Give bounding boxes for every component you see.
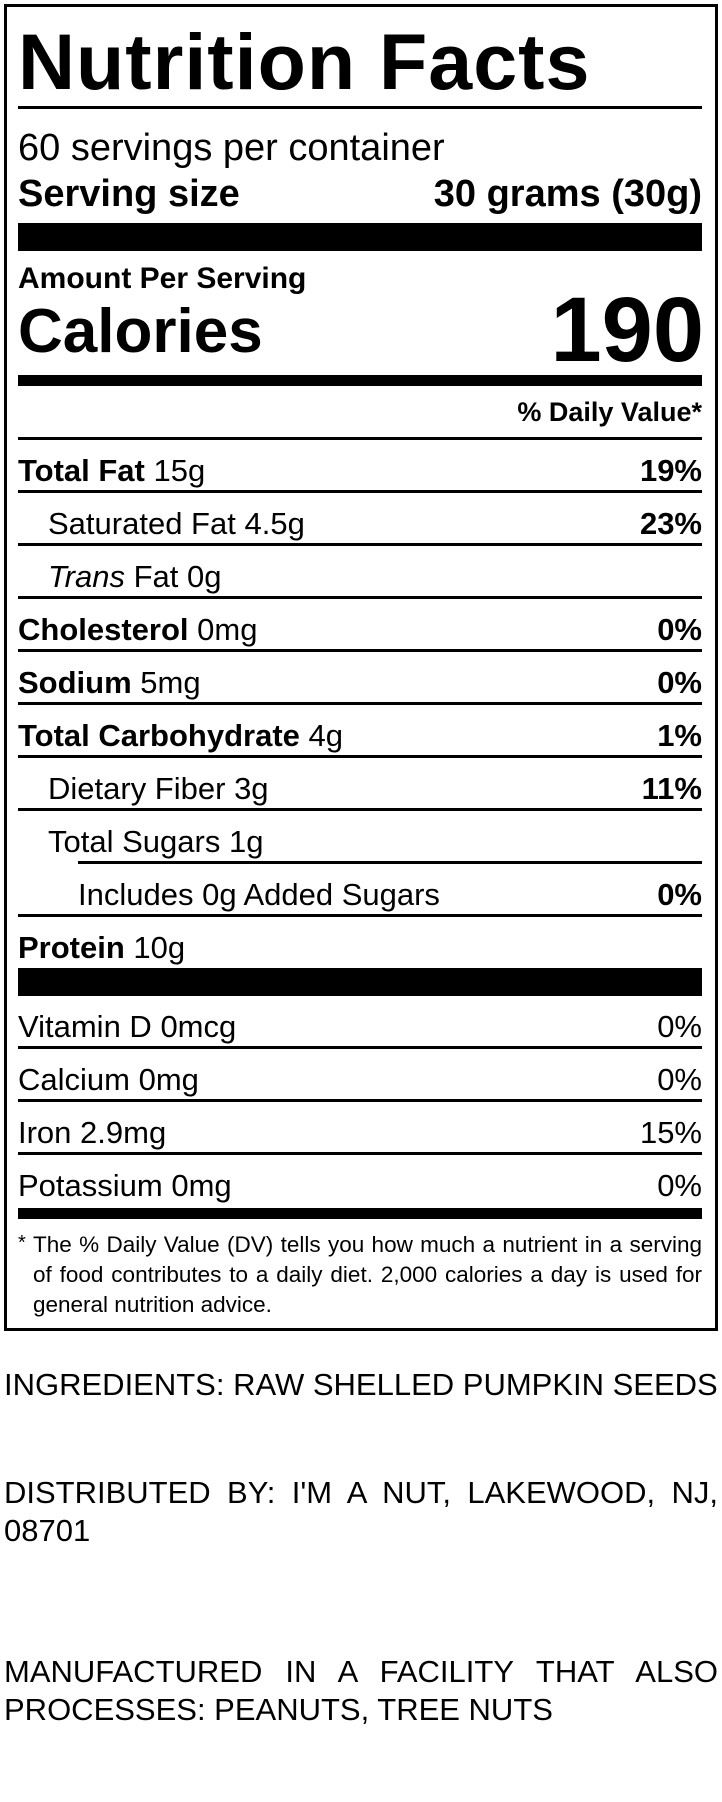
nutrient-name: Saturated Fat 4.5g <box>48 506 305 542</box>
vitamin-label: Calcium <box>18 1062 130 1097</box>
nutrient-amount: 15g <box>153 453 206 488</box>
ingredients: INGREDIENTS: RAW SHELLED PUMPKIN SEEDS <box>4 1367 718 1402</box>
vitamin-name: Calcium 0mg <box>18 1062 199 1098</box>
nutrient-name: Total Fat 15g <box>18 453 205 489</box>
vitamin-name: Iron 2.9mg <box>18 1115 166 1151</box>
nutrient-name: Dietary Fiber 3g <box>48 771 269 807</box>
vitamin-row: Vitamin D 0mcg 0% <box>18 996 702 1049</box>
nutrient-row: Protein 10g <box>18 917 702 970</box>
vitamin-daily-value: 15% <box>639 1115 702 1150</box>
footnote: The % Daily Value (DV) tells you how muc… <box>33 1232 702 1317</box>
vitamin-daily-value: 0% <box>657 1009 702 1044</box>
nutrient-label: Total Fat <box>18 453 145 488</box>
nutrient-amount: 4g <box>308 718 344 753</box>
vitamin-label: Potassium <box>18 1168 163 1203</box>
vitamin-daily-value: 0% <box>657 1168 702 1203</box>
nutrient-row: Trans Fat 0g <box>18 546 702 599</box>
vitamin-amount: 0mg <box>171 1168 232 1203</box>
vitamin-amount: 2.9mg <box>80 1115 167 1150</box>
vitamin-name: Potassium 0mg <box>18 1168 232 1204</box>
medium-bar <box>18 375 702 386</box>
nutrient-label: Trans <box>48 559 125 594</box>
vitamin-amount: 0mcg <box>160 1009 237 1044</box>
nutrient-label: Total Carbohydrate <box>18 718 300 753</box>
nutrient-daily-value: 1% <box>657 718 702 753</box>
nutrient-daily-value: 0% <box>657 612 702 647</box>
serving-size-label: Serving size <box>18 173 240 215</box>
header-rule <box>18 437 702 440</box>
nutrient-name: Total Sugars 1g <box>48 824 263 860</box>
calories-label: Calories <box>18 297 263 366</box>
added-sugars-rule <box>78 861 702 864</box>
nutrient-label: Saturated Fat <box>48 506 236 541</box>
nutrient-amount: 1g <box>228 824 264 859</box>
nutrient-row: Total Sugars 1g <box>18 811 702 864</box>
calories-value: 190 <box>550 279 705 381</box>
servings-per-container: 60 servings per container <box>18 127 445 169</box>
nutrient-row: Sodium 5mg 0% <box>18 652 702 705</box>
vitamin-daily-value: 0% <box>657 1062 702 1097</box>
thick-bar-vitamins <box>18 968 702 996</box>
vitamin-row: Calcium 0mg 0% <box>18 1049 702 1102</box>
footnote-mark: * <box>18 1232 26 1254</box>
nutrient-label: Sodium <box>18 665 132 700</box>
nutrient-daily-value: 0% <box>657 877 702 912</box>
nutrient-label: Dietary Fiber <box>48 771 226 806</box>
nutrient-name: Protein 10g <box>18 930 185 966</box>
nutrient-daily-value: 19% <box>639 453 702 488</box>
vitamin-label: Vitamin D <box>18 1009 152 1044</box>
label-title: Nutrition Facts <box>18 17 591 106</box>
vitamin-name: Vitamin D 0mcg <box>18 1009 236 1045</box>
nutrient-row: Includes 0g Added Sugars 0% <box>18 864 702 917</box>
nutrient-label: Includes 0g Added Sugars <box>78 877 440 912</box>
medium-bar-footnote <box>18 1208 702 1219</box>
nutrient-amount: 3g <box>234 771 269 806</box>
nutrient-amount: 0mg <box>197 612 258 647</box>
vitamin-row: Potassium 0mg 0% <box>18 1155 702 1208</box>
nutrient-daily-value: 23% <box>639 506 702 541</box>
nutrient-name: Cholesterol 0mg <box>18 612 257 648</box>
nutrient-label-suffix: Fat <box>133 559 179 594</box>
nutrient-amount: 0g <box>187 559 222 594</box>
nutrient-name: Trans Fat 0g <box>48 559 221 595</box>
vitamin-label: Iron <box>18 1115 72 1150</box>
nutrient-row: Saturated Fat 4.5g 23% <box>18 493 702 546</box>
nutrient-label: Cholesterol <box>18 612 189 647</box>
nutrition-facts-label <box>4 4 718 1331</box>
vitamin-row: Iron 2.9mg 15% <box>18 1102 702 1155</box>
nutrient-name: Total Carbohydrate 4g <box>18 718 343 754</box>
amount-per-serving: Amount Per Serving <box>18 262 307 295</box>
nutrient-daily-value: 11% <box>641 771 702 806</box>
allergen-statement: MANUFACTURED IN A FACILITY THAT ALSO PRO… <box>4 1654 718 1727</box>
nutrient-label: Total Sugars <box>48 824 221 859</box>
distributor: DISTRIBUTED BY: I'M A NUT, LAKEWOOD, NJ,… <box>4 1475 718 1548</box>
nutrient-amount: 4.5g <box>244 506 305 541</box>
nutrient-name: Includes 0g Added Sugars <box>78 877 440 913</box>
nutrient-amount: 5mg <box>140 665 201 700</box>
nutrient-name: Sodium 5mg <box>18 665 201 701</box>
daily-value-header: % Daily Value* <box>517 397 702 427</box>
nutrient-row: Total Carbohydrate 4g 1% <box>18 705 702 758</box>
nutrient-label: Protein <box>18 930 125 965</box>
title-rule <box>18 106 702 109</box>
nutrient-row: Cholesterol 0mg 0% <box>18 599 702 652</box>
serving-size-value: 30 grams (30g) <box>433 173 702 215</box>
nutrient-daily-value: 0% <box>657 665 702 700</box>
nutrient-row: Dietary Fiber 3g 11% <box>18 758 702 811</box>
nutrient-row: Total Fat 15g 19% <box>18 440 702 493</box>
thick-bar <box>18 223 702 251</box>
vitamin-amount: 0mg <box>138 1062 199 1097</box>
nutrient-amount: 10g <box>133 930 186 965</box>
